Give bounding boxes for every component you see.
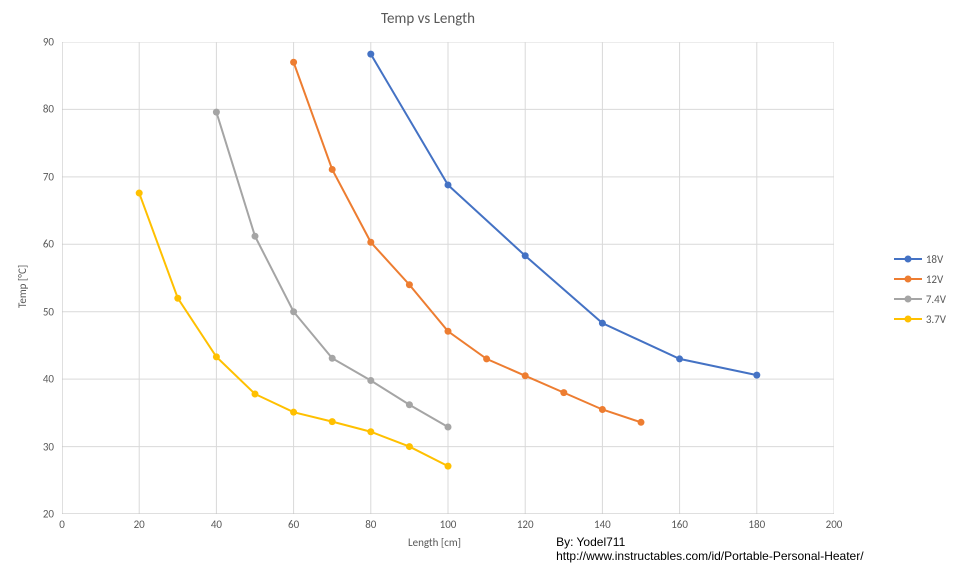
series-marker <box>367 239 374 246</box>
attribution: By: Yodel711 http://www.instructables.co… <box>556 536 863 564</box>
series-marker <box>522 252 529 259</box>
y-axis-label: Temp [°C] <box>16 265 29 308</box>
legend-swatch <box>894 252 922 266</box>
y-tick-label: 60 <box>24 238 54 251</box>
plot-area <box>62 42 834 514</box>
x-tick-label: 200 <box>826 518 843 531</box>
series-marker <box>483 355 490 362</box>
legend-label: 12V <box>926 273 943 286</box>
x-axis-label: Length [cm] <box>408 536 461 549</box>
series-marker <box>445 463 452 470</box>
series-marker <box>329 418 336 425</box>
series-marker <box>599 320 606 327</box>
series-marker <box>329 355 336 362</box>
series-marker <box>560 389 567 396</box>
attribution-by: By: Yodel711 <box>556 536 863 550</box>
legend-item: 3.7V <box>894 312 946 326</box>
series-marker <box>406 401 413 408</box>
series-marker <box>367 377 374 384</box>
x-tick-label: 180 <box>748 518 765 531</box>
series-marker <box>638 419 645 426</box>
legend-item: 18V <box>894 252 946 266</box>
series-marker <box>290 409 297 416</box>
series-marker <box>445 424 452 431</box>
y-tick-label: 90 <box>24 36 54 49</box>
x-tick-label: 120 <box>517 518 534 531</box>
series-marker <box>213 109 220 116</box>
x-tick-label: 0 <box>59 518 65 531</box>
series-marker <box>213 353 220 360</box>
x-tick-label: 100 <box>440 518 457 531</box>
legend-swatch <box>894 272 922 286</box>
attribution-url: http://www.instructables.com/id/Portable… <box>556 550 863 564</box>
x-tick-label: 80 <box>365 518 376 531</box>
series-marker <box>252 233 259 240</box>
series-marker <box>676 355 683 362</box>
series-marker <box>290 308 297 315</box>
x-tick-label: 60 <box>288 518 299 531</box>
x-tick-label: 40 <box>211 518 222 531</box>
series-marker <box>406 281 413 288</box>
series-marker <box>290 59 297 66</box>
plot-svg <box>62 42 834 514</box>
series-marker <box>406 443 413 450</box>
legend-label: 18V <box>926 253 943 266</box>
x-tick-label: 20 <box>134 518 145 531</box>
y-tick-label: 40 <box>24 373 54 386</box>
series-marker <box>367 51 374 58</box>
series-marker <box>445 181 452 188</box>
x-tick-label: 140 <box>594 518 611 531</box>
chart-title: Temp vs Length <box>0 10 856 28</box>
series-marker <box>599 406 606 413</box>
legend-label: 3.7V <box>926 313 946 326</box>
series-marker <box>174 295 181 302</box>
legend-item: 12V <box>894 272 946 286</box>
series-marker <box>329 166 336 173</box>
y-tick-label: 20 <box>24 508 54 521</box>
chart-container: Temp vs Length 0 20 40 60 80 100 120 140 160 180 2… <box>0 0 956 578</box>
legend: 18V 12V 7.4V 3.7V <box>894 246 946 332</box>
y-tick-label: 70 <box>24 170 54 183</box>
y-tick-label: 80 <box>24 103 54 116</box>
legend-swatch <box>894 312 922 326</box>
series-marker <box>445 328 452 335</box>
legend-swatch <box>894 292 922 306</box>
series-marker <box>753 372 760 379</box>
y-tick-label: 30 <box>24 440 54 453</box>
series-marker <box>252 390 259 397</box>
legend-label: 7.4V <box>926 293 946 306</box>
series-marker <box>522 372 529 379</box>
legend-item: 7.4V <box>894 292 946 306</box>
series-marker <box>136 190 143 197</box>
series-marker <box>367 428 374 435</box>
x-tick-label: 160 <box>671 518 688 531</box>
